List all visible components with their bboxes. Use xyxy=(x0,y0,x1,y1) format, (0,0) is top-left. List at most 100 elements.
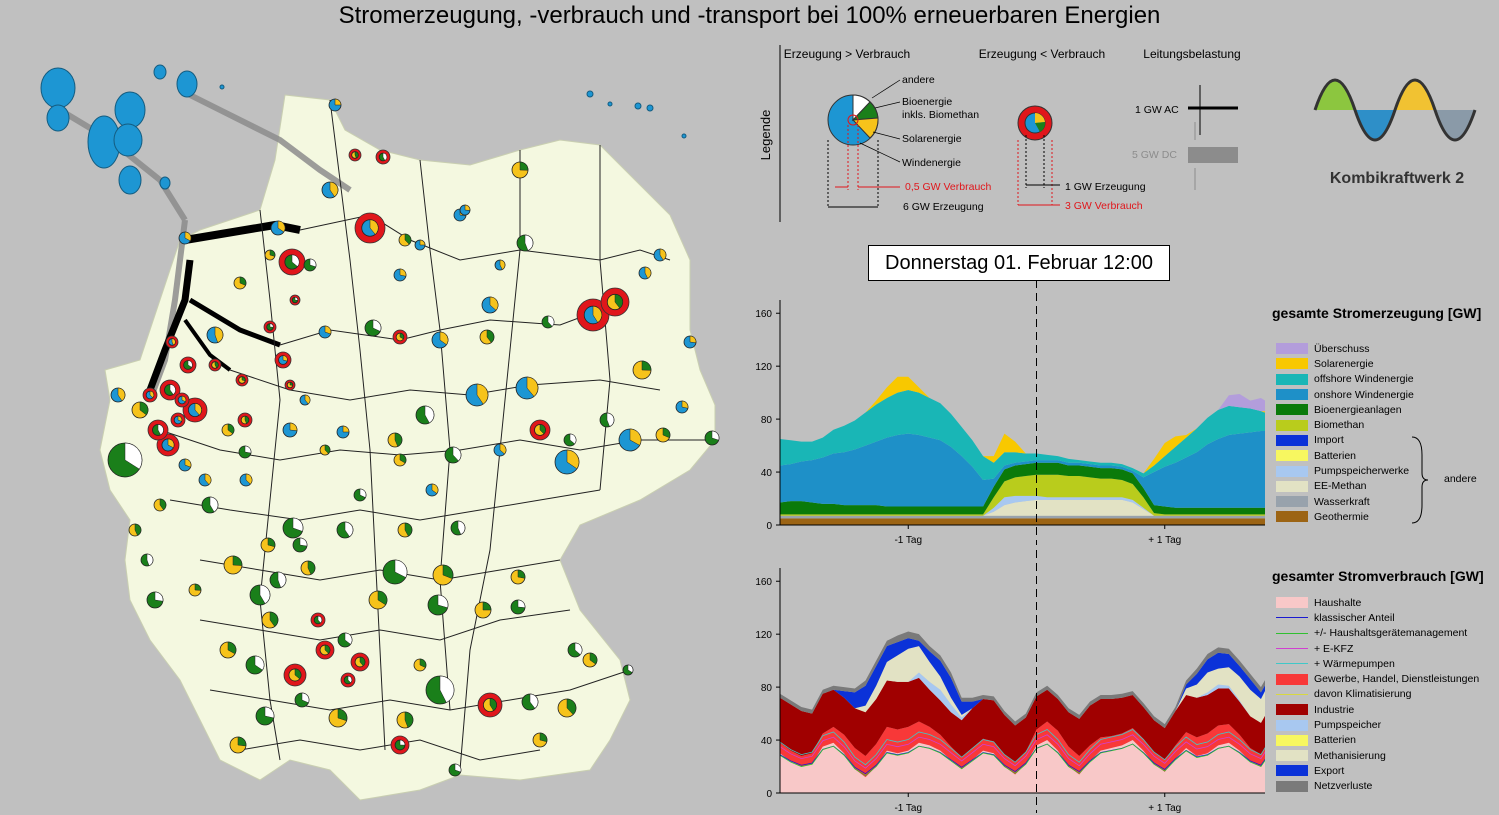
legend-item: Biomethan xyxy=(1276,417,1414,432)
y-tick-label: 40 xyxy=(761,468,773,479)
kombikraftwerk-logo: Kombikraftwerk 2 xyxy=(1313,78,1477,187)
map-node xyxy=(465,383,489,407)
map-node xyxy=(179,356,197,374)
x-tick-label: + 1 Tag xyxy=(1148,803,1181,814)
map-node xyxy=(368,590,388,610)
map-node xyxy=(107,442,143,478)
legend-label: Import xyxy=(1314,434,1344,447)
legend-label: EE-Methan xyxy=(1314,480,1367,493)
map-node xyxy=(315,640,335,660)
map-node xyxy=(299,394,311,406)
legend-label: Gewerbe, Handel, Dienstleistungen xyxy=(1314,673,1480,686)
map-node xyxy=(208,358,222,372)
map-node xyxy=(110,387,126,403)
map-node xyxy=(294,692,310,708)
legend-swatch xyxy=(1276,404,1308,416)
map-node xyxy=(393,268,407,282)
y-tick-label: 0 xyxy=(766,789,772,800)
map-node xyxy=(270,220,286,236)
map-node xyxy=(425,675,455,705)
legend-swatch xyxy=(1276,419,1308,431)
y-tick-label: 80 xyxy=(761,683,773,694)
map-node xyxy=(493,443,507,457)
legend-swatch xyxy=(1276,780,1308,792)
svg-text:Bioenergie: Bioenergie xyxy=(902,96,952,108)
legend-item: + E-KFZ xyxy=(1276,641,1479,656)
map-node xyxy=(387,432,403,448)
map-node xyxy=(201,496,219,514)
legend-item: Batterien xyxy=(1276,448,1414,463)
map-node xyxy=(567,642,583,658)
area-series-ee-methan xyxy=(780,499,1265,516)
legend-label: offshore Windenergie xyxy=(1314,373,1414,386)
legend-pie xyxy=(827,94,879,146)
map-node xyxy=(283,663,307,687)
map-node xyxy=(182,397,208,423)
legend-item: Gewerbe, Handel, Dienstleistungen xyxy=(1276,671,1479,686)
map-node xyxy=(303,258,317,272)
legend-col1-header: Erzeugung > Verbrauch xyxy=(784,47,910,61)
generation-chart: 160 120 80 40 0 -1 Tag + 1 Tag xyxy=(755,280,1265,546)
legend-label: Wasserkraft xyxy=(1314,495,1370,508)
map-node xyxy=(282,517,304,539)
germany-land xyxy=(99,94,716,801)
legend-label: + E-KFZ xyxy=(1314,642,1354,655)
map-node xyxy=(219,641,237,659)
consumption-chart: 160 120 80 40 0 -1 Tag + 1 Tag xyxy=(755,550,1265,814)
map-node xyxy=(274,351,292,369)
map-node xyxy=(159,379,181,401)
map-node xyxy=(318,325,332,339)
legend-swatch xyxy=(1276,617,1308,619)
legend-label: Bioenergieanlagen xyxy=(1314,403,1402,416)
legend-swatch xyxy=(1276,648,1308,650)
svg-text:Windenergie: Windenergie xyxy=(902,157,961,169)
y-tick-label: 120 xyxy=(755,630,772,641)
map-node xyxy=(340,672,356,688)
legend-item: onshore Windenergie xyxy=(1276,387,1414,402)
map-node xyxy=(263,320,277,334)
svg-text:5 GW DC: 5 GW DC xyxy=(1132,149,1177,161)
svg-text:1 GW AC: 1 GW AC xyxy=(1135,104,1179,116)
cons-chart-title: gesamter Stromverbrauch [GW] xyxy=(1272,568,1484,584)
map-node xyxy=(245,655,265,675)
legend-label: Pumpspeicher xyxy=(1314,719,1382,732)
map-node xyxy=(398,233,412,247)
map-node xyxy=(278,248,306,276)
cons-legend: Haushalte klassischer Anteil +/- Haushalts… xyxy=(1276,595,1479,794)
legend-swatch xyxy=(1276,693,1308,695)
map-node xyxy=(128,523,142,537)
map-node xyxy=(414,239,426,251)
map-node xyxy=(450,520,466,536)
area-series-geothermie xyxy=(780,518,1265,525)
y-tick-label: 160 xyxy=(755,577,772,588)
map-node xyxy=(415,405,435,425)
map-node xyxy=(328,708,348,728)
legend-cons-large: 3 GW Verbrauch xyxy=(1065,200,1143,212)
gen-chart-title: gesamte Stromerzeugung [GW] xyxy=(1272,305,1482,321)
map-node xyxy=(353,488,367,502)
area-series-bioenergieanlagen xyxy=(780,462,1265,515)
map-node xyxy=(239,473,253,487)
map-node xyxy=(300,560,316,576)
map-node xyxy=(477,692,503,718)
map-node xyxy=(223,555,243,575)
map-node xyxy=(427,594,449,616)
andere-label: andere xyxy=(1444,473,1477,485)
map-node xyxy=(425,483,439,497)
legend-label: Netzverluste xyxy=(1314,780,1373,793)
map-node xyxy=(221,423,235,437)
area-series-industrie xyxy=(780,677,1265,763)
legend-swatch xyxy=(1276,765,1308,777)
x-tick-label: -1 Tag xyxy=(894,535,922,546)
map-node xyxy=(249,584,271,606)
map-node xyxy=(390,735,410,755)
map-node xyxy=(174,392,190,408)
map-node xyxy=(397,522,413,538)
map-node xyxy=(146,591,164,609)
legend-label: Pumpspeicherwerke xyxy=(1314,465,1410,478)
legend-swatch xyxy=(1276,511,1308,523)
map-node xyxy=(354,212,386,244)
legend-swatch xyxy=(1276,597,1308,609)
legend-swatch xyxy=(1276,704,1308,716)
legend-item: Überschuss xyxy=(1276,341,1414,356)
